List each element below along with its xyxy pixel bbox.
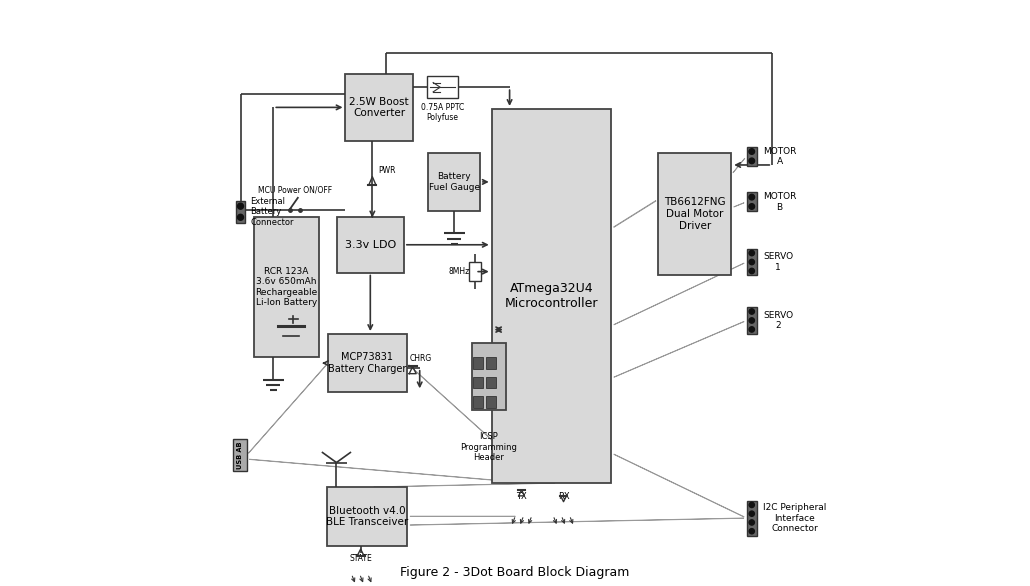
Circle shape bbox=[238, 214, 243, 220]
FancyBboxPatch shape bbox=[428, 153, 480, 211]
FancyBboxPatch shape bbox=[337, 217, 404, 272]
FancyBboxPatch shape bbox=[491, 109, 612, 483]
FancyBboxPatch shape bbox=[427, 76, 457, 98]
Bar bbox=[486, 377, 495, 389]
FancyBboxPatch shape bbox=[658, 153, 731, 275]
Text: PWR: PWR bbox=[378, 166, 396, 175]
Circle shape bbox=[749, 511, 754, 516]
Text: USB AB: USB AB bbox=[237, 441, 243, 469]
Text: TX: TX bbox=[516, 492, 527, 501]
FancyBboxPatch shape bbox=[747, 192, 757, 211]
Text: I2C Peripheral
Interface
Connector: I2C Peripheral Interface Connector bbox=[763, 503, 826, 533]
Text: ATmega32U4
Microcontroller: ATmega32U4 Microcontroller bbox=[505, 282, 598, 310]
Text: External
Battery
Connector: External Battery Connector bbox=[250, 197, 294, 227]
Circle shape bbox=[749, 268, 754, 274]
FancyBboxPatch shape bbox=[328, 334, 407, 393]
Text: 3.3v LDO: 3.3v LDO bbox=[345, 240, 396, 250]
Text: CHRG: CHRG bbox=[410, 354, 432, 363]
Text: SERVO
2: SERVO 2 bbox=[763, 311, 793, 330]
FancyBboxPatch shape bbox=[327, 487, 408, 546]
Text: MOTOR
A: MOTOR A bbox=[763, 146, 796, 166]
Circle shape bbox=[749, 260, 754, 265]
Bar bbox=[474, 396, 483, 408]
Bar bbox=[486, 357, 495, 369]
FancyBboxPatch shape bbox=[233, 439, 246, 471]
Circle shape bbox=[749, 309, 754, 314]
Circle shape bbox=[749, 318, 754, 323]
Bar bbox=[474, 357, 483, 369]
Circle shape bbox=[749, 149, 755, 154]
FancyBboxPatch shape bbox=[747, 500, 757, 536]
Bar bbox=[474, 377, 483, 389]
Circle shape bbox=[749, 250, 754, 255]
Text: 0.75A PPTC
Polyfuse: 0.75A PPTC Polyfuse bbox=[421, 103, 465, 122]
Circle shape bbox=[749, 204, 755, 209]
Text: RX: RX bbox=[557, 492, 570, 501]
FancyBboxPatch shape bbox=[236, 200, 245, 223]
Text: Battery
Fuel Gauge: Battery Fuel Gauge bbox=[428, 172, 480, 192]
Text: TB6612FNG
Dual Motor
Driver: TB6612FNG Dual Motor Driver bbox=[664, 197, 725, 231]
Circle shape bbox=[749, 327, 754, 332]
FancyBboxPatch shape bbox=[747, 147, 757, 166]
Text: Bluetooth v4.0
BLE Transceiver: Bluetooth v4.0 BLE Transceiver bbox=[325, 506, 408, 527]
FancyBboxPatch shape bbox=[747, 307, 757, 334]
FancyBboxPatch shape bbox=[472, 343, 506, 410]
Text: MOTOR
B: MOTOR B bbox=[763, 192, 796, 212]
Text: STATE: STATE bbox=[349, 554, 372, 563]
Text: 2.5W Boost
Converter: 2.5W Boost Converter bbox=[349, 97, 409, 118]
FancyBboxPatch shape bbox=[253, 217, 319, 357]
Text: 8MHz: 8MHz bbox=[448, 267, 470, 276]
Circle shape bbox=[749, 158, 755, 163]
Text: MCU Power ON/OFF: MCU Power ON/OFF bbox=[259, 186, 333, 195]
Text: Figure 2 - 3Dot Board Block Diagram: Figure 2 - 3Dot Board Block Diagram bbox=[401, 567, 629, 580]
Circle shape bbox=[749, 502, 754, 507]
Text: MCP73831
Battery Charger: MCP73831 Battery Charger bbox=[329, 352, 407, 374]
Bar bbox=[486, 396, 495, 408]
Circle shape bbox=[238, 203, 243, 209]
Text: SERVO
1: SERVO 1 bbox=[763, 253, 793, 272]
FancyBboxPatch shape bbox=[747, 248, 757, 275]
Circle shape bbox=[749, 520, 754, 525]
Circle shape bbox=[749, 195, 755, 200]
Circle shape bbox=[749, 529, 754, 534]
FancyBboxPatch shape bbox=[470, 263, 481, 281]
Text: RCR 123A
3.6v 650mAh
Rechargeable
Li-Ion Battery: RCR 123A 3.6v 650mAh Rechargeable Li-Ion… bbox=[255, 267, 317, 307]
Text: ICSP
Programming
Header: ICSP Programming Header bbox=[460, 432, 517, 462]
FancyBboxPatch shape bbox=[345, 74, 413, 141]
